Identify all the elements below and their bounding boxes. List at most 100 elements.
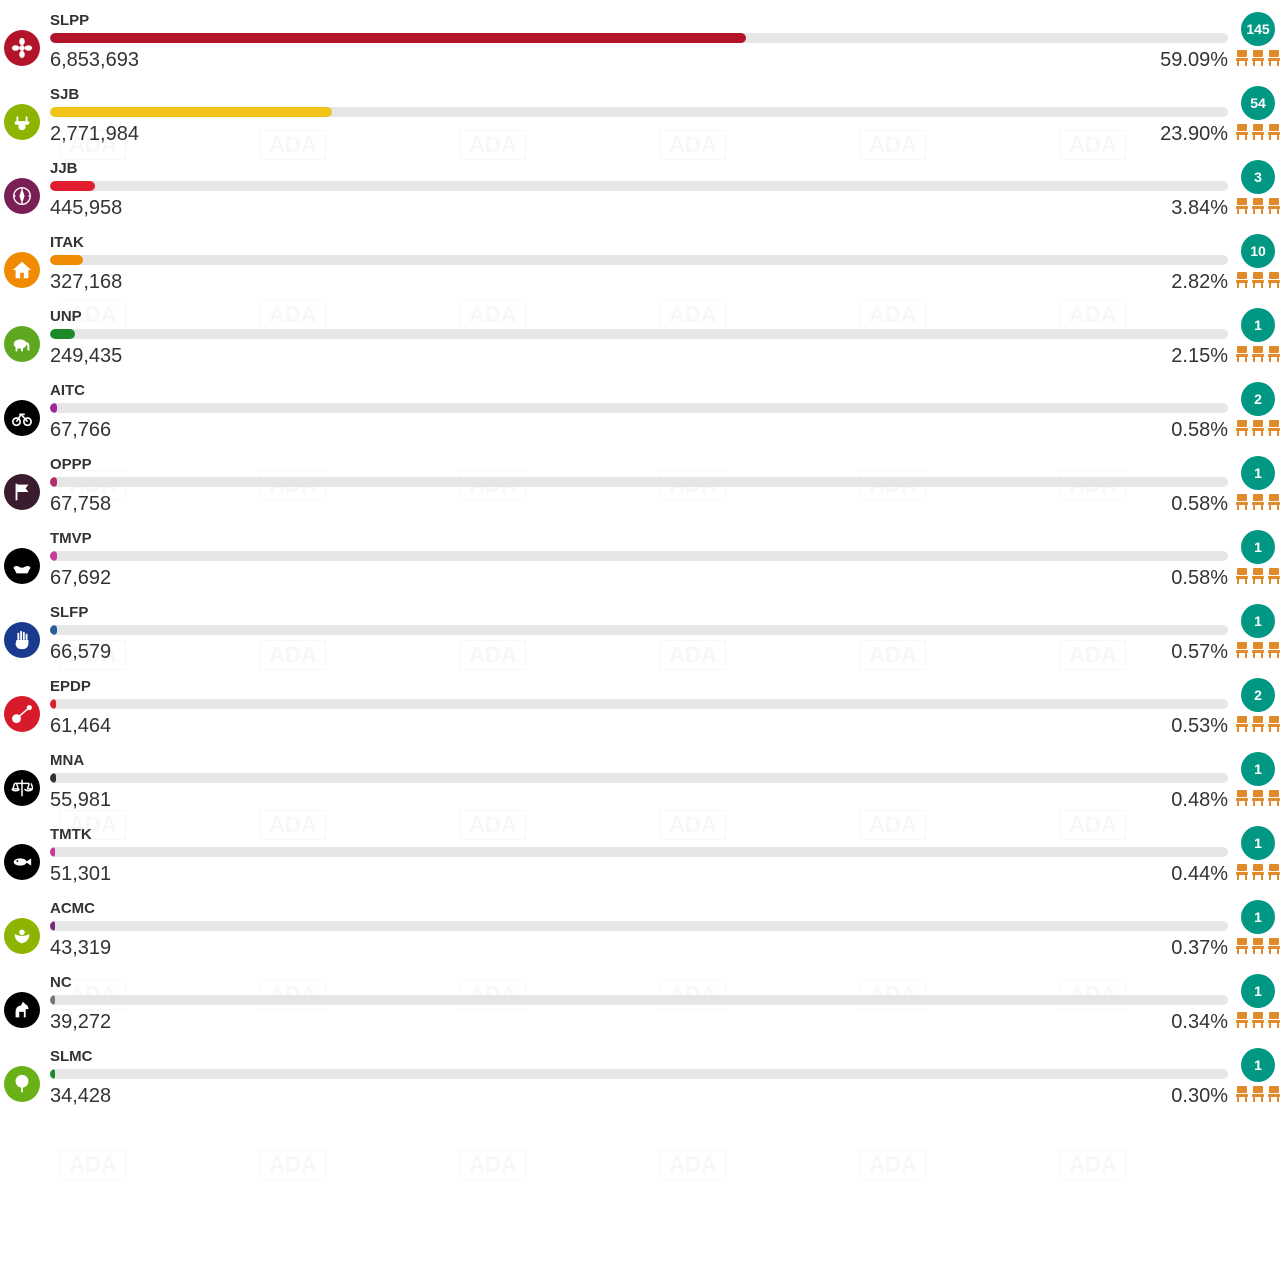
seats-column: 10 (1234, 234, 1282, 288)
party-content: JJB445,9583.84% (50, 160, 1228, 220)
vote-bar-track (50, 625, 1228, 635)
party-icon (4, 696, 40, 732)
vote-bar-fill (50, 107, 332, 117)
results-list: SLPP6,853,69359.09%145SJB2,771,98423.90%… (4, 4, 1282, 1114)
chair-icon (1235, 420, 1249, 436)
party-icon (4, 400, 40, 436)
vote-bar-track (50, 847, 1228, 857)
party-stats: 39,2720.34% (50, 1011, 1228, 1034)
vote-bar-fill (50, 847, 55, 857)
chair-icon (1235, 790, 1249, 806)
party-icon (4, 770, 40, 806)
vote-bar-track (50, 403, 1228, 413)
party-code: ACMC (50, 900, 1228, 917)
seat-chairs (1235, 568, 1281, 584)
chair-icon (1235, 864, 1249, 880)
party-content: EPDP61,4640.53% (50, 678, 1228, 738)
vote-count: 34,428 (50, 1085, 111, 1108)
party-row: MNA55,9810.48%1 (4, 744, 1282, 818)
party-content: AITC67,7660.58% (50, 382, 1228, 442)
party-code: MNA (50, 752, 1228, 769)
seats-column: 1 (1234, 530, 1282, 584)
party-row: JJB445,9583.84% 3 (4, 152, 1282, 226)
party-icon (4, 992, 40, 1028)
chair-icon (1267, 346, 1281, 362)
vote-bar-fill (50, 181, 95, 191)
seat-count-badge: 2 (1241, 678, 1275, 712)
party-icon (4, 326, 40, 362)
party-stats: 43,3190.37% (50, 937, 1228, 960)
party-content: TMVP67,6920.58% (50, 530, 1228, 590)
party-stats: 249,4352.15% (50, 345, 1228, 368)
vote-bar-fill (50, 403, 57, 413)
vote-bar-track (50, 107, 1228, 117)
vote-bar-fill (50, 773, 56, 783)
seat-count-badge: 1 (1241, 308, 1275, 342)
party-row: AITC67,7660.58% 2 (4, 374, 1282, 448)
chair-icon (1251, 1086, 1265, 1102)
seats-column: 1 (1234, 456, 1282, 510)
vote-bar-fill (50, 33, 746, 43)
vote-bar-track (50, 699, 1228, 709)
chair-icon (1251, 568, 1265, 584)
party-icon (4, 548, 40, 584)
seat-chairs (1235, 420, 1281, 436)
vote-bar-track (50, 773, 1228, 783)
vote-percent: 0.37% (1171, 937, 1228, 960)
seat-count-badge: 54 (1241, 86, 1275, 120)
seat-chairs (1235, 642, 1281, 658)
party-icon (4, 252, 40, 288)
chair-icon (1235, 642, 1249, 658)
party-row: UNP 249,4352.15% 1 (4, 300, 1282, 374)
party-stats: 6,853,69359.09% (50, 49, 1228, 72)
party-stats: 67,7660.58% (50, 419, 1228, 442)
vote-bar-fill (50, 551, 57, 561)
seat-count-badge: 1 (1241, 456, 1275, 490)
chair-icon (1267, 864, 1281, 880)
chair-icon (1235, 346, 1249, 362)
vote-percent: 0.44% (1171, 863, 1228, 886)
seats-column: 145 (1234, 12, 1282, 66)
party-content: SLPP6,853,69359.09% (50, 12, 1228, 72)
seat-count-badge: 2 (1241, 382, 1275, 416)
vote-bar-fill (50, 699, 56, 709)
party-content: OPPP67,7580.58% (50, 456, 1228, 516)
seat-count-badge: 3 (1241, 160, 1275, 194)
seat-chairs (1235, 272, 1281, 288)
party-row: SLMC34,4280.30%1 (4, 1040, 1282, 1114)
party-icon (4, 104, 40, 140)
party-code: UNP (50, 308, 1228, 325)
vote-percent: 0.58% (1171, 419, 1228, 442)
chair-icon (1251, 938, 1265, 954)
chair-icon (1235, 124, 1249, 140)
chair-icon (1251, 790, 1265, 806)
chair-icon (1251, 1012, 1265, 1028)
party-stats: 327,1682.82% (50, 271, 1228, 294)
party-icon (4, 178, 40, 214)
party-code: ITAK (50, 234, 1228, 251)
party-icon (4, 844, 40, 880)
chair-icon (1267, 716, 1281, 732)
seats-column: 54 (1234, 86, 1282, 140)
vote-bar-fill (50, 625, 57, 635)
party-content: SJB2,771,98423.90% (50, 86, 1228, 146)
party-content: MNA55,9810.48% (50, 752, 1228, 812)
party-content: UNP 249,4352.15% (50, 308, 1228, 368)
party-row: EPDP61,4640.53% 2 (4, 670, 1282, 744)
vote-bar-track (50, 1069, 1228, 1079)
seat-count-badge: 1 (1241, 530, 1275, 564)
party-row: TMVP67,6920.58% 1 (4, 522, 1282, 596)
vote-percent: 23.90% (1160, 123, 1228, 146)
chair-icon (1251, 420, 1265, 436)
vote-count: 55,981 (50, 789, 111, 812)
chair-icon (1267, 790, 1281, 806)
chair-icon (1251, 124, 1265, 140)
seat-chairs (1235, 790, 1281, 806)
vote-count: 2,771,984 (50, 123, 139, 146)
party-code: JJB (50, 160, 1228, 177)
party-content: ACMC 43,3190.37% (50, 900, 1228, 960)
chair-icon (1235, 716, 1249, 732)
chair-icon (1267, 938, 1281, 954)
vote-count: 67,692 (50, 567, 111, 590)
seats-column: 2 (1234, 382, 1282, 436)
